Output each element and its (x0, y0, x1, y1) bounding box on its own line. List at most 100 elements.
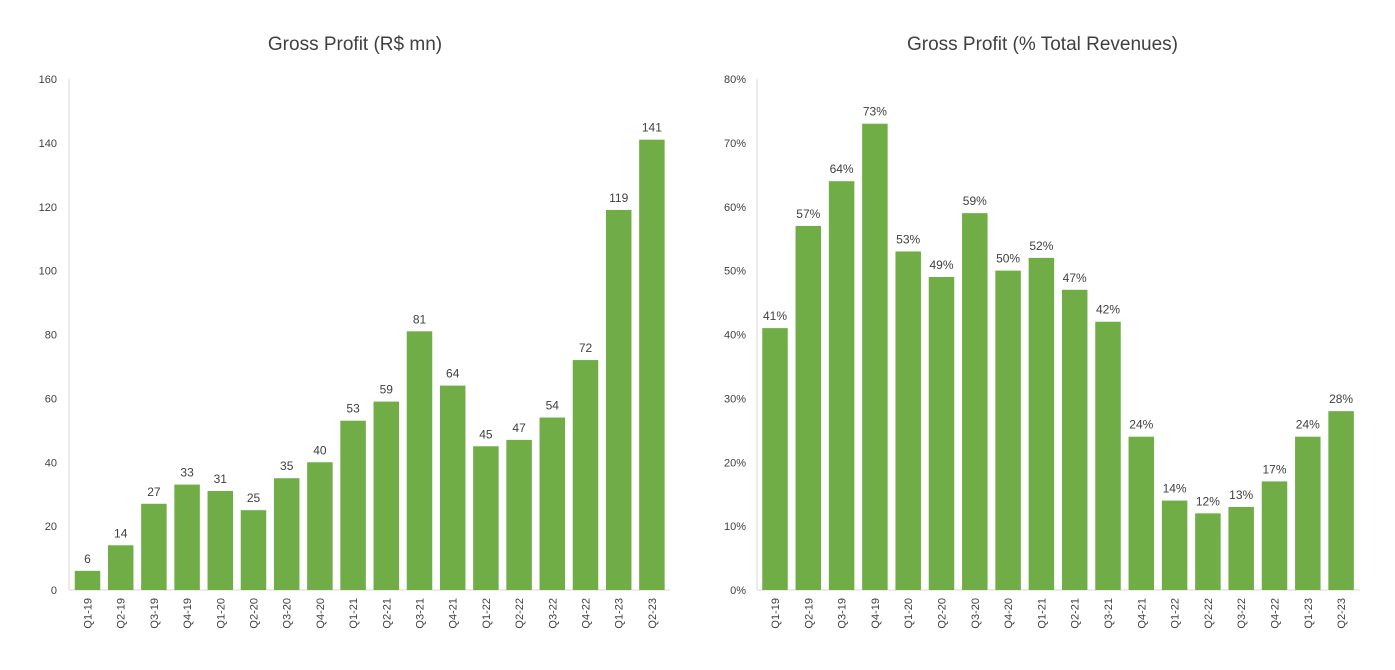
data-label: 53 (346, 402, 360, 416)
data-label: 81 (413, 312, 427, 326)
bar (1128, 436, 1155, 590)
data-label: 41% (763, 309, 787, 323)
x-tick-label: Q1-22 (1170, 598, 1182, 629)
y-tick-label: 10% (724, 521, 746, 533)
chart-title: Gross Profit (R$ mn) (267, 34, 443, 55)
gross-profit-chart: Gross Profit (R$ mn) 0 20 40 60 80 100 120 140 1… (39, 34, 671, 629)
x-tick-label: Q3-20 (970, 598, 982, 629)
data-label: 13% (1229, 488, 1253, 502)
data-label: 25 (247, 491, 261, 505)
x-tick-label: Q3-22 (1236, 598, 1248, 629)
y-tick-label: 80 (45, 330, 57, 342)
y-tick-label: 70% (724, 138, 746, 150)
x-tick-label: Q3-22 (547, 598, 559, 629)
gross-profit-pct-chart: Gross Profit (% Total Revenues) 0% 10% 20%… (700, 0, 1395, 670)
y-tick-label: 60% (724, 202, 746, 214)
data-label: 47% (1063, 271, 1087, 285)
data-label: 42% (1096, 303, 1120, 317)
x-tick-label: Q2-23 (647, 598, 659, 629)
bar (1061, 289, 1088, 590)
bar (1328, 411, 1354, 590)
x-tick-label: Q3-19 (149, 598, 161, 629)
bar (1195, 513, 1221, 590)
data-label: 52% (1029, 239, 1053, 253)
bar (895, 251, 921, 590)
data-label: 50% (996, 252, 1020, 266)
data-label: 40 (313, 443, 327, 457)
y-tick-label: 50% (724, 266, 746, 278)
data-label: 27 (147, 485, 161, 499)
bar (639, 139, 665, 590)
x-tick-label: Q1-23 (614, 598, 626, 629)
x-tick-label: Q4-21 (1136, 598, 1148, 629)
x-tick-label: Q1-19 (83, 598, 95, 629)
x-tick-label: Q1-21 (348, 598, 360, 629)
y-tick-label: 40% (724, 330, 746, 342)
bar (107, 545, 134, 590)
bar (406, 331, 433, 590)
x-tick-label: Q1-20 (903, 598, 915, 629)
data-label: 54 (546, 399, 560, 413)
x-tick-label: Q2-19 (803, 598, 815, 629)
x-tick-label: Q2-22 (1203, 598, 1215, 629)
bar (995, 270, 1021, 590)
x-tick-label: Q1-23 (1303, 598, 1315, 629)
bar (1095, 321, 1121, 590)
y-tick-label: 60 (45, 393, 57, 405)
x-tick-label: Q2-21 (381, 598, 393, 629)
data-label: 24% (1129, 418, 1153, 432)
y-tick-label: 0% (730, 585, 746, 597)
x-tick-label: Q1-19 (770, 598, 782, 629)
bar (439, 385, 466, 590)
bar (273, 478, 300, 590)
bar (307, 462, 333, 590)
x-tick-label: Q2-23 (1336, 598, 1348, 629)
data-label: 57% (796, 207, 820, 221)
bar (373, 401, 400, 590)
bar (1028, 257, 1055, 590)
x-tick-label: Q2-20 (937, 598, 949, 629)
data-label: 53% (896, 232, 920, 246)
bar (240, 510, 267, 590)
bar (762, 328, 788, 590)
data-label: 24% (1296, 418, 1320, 432)
x-tick-label: Q3-21 (1103, 598, 1115, 629)
bar (605, 209, 632, 590)
data-label: 73% (863, 105, 887, 119)
x-tick-label: Q1-21 (1036, 598, 1048, 629)
y-tick-label: 100 (39, 266, 57, 278)
bar (174, 484, 200, 590)
x-tick-label: Q4-22 (1270, 598, 1282, 629)
gross-profit-pct-plot: 0% 10% 20% 30% 40% 50% 60% 70% 80% 41% Q1-19 57% Q2-… (724, 74, 1360, 629)
data-label: 17% (1262, 462, 1286, 476)
bar (539, 417, 566, 590)
x-tick-label: Q4-19 (870, 598, 882, 629)
y-tick-label: 160 (39, 74, 57, 86)
y-tick-label: 20 (45, 521, 57, 533)
chart-title: Gross Profit (% Total Revenues) (906, 34, 1179, 55)
y-tick-label: 30% (724, 393, 746, 405)
y-tick-label: 40 (45, 457, 57, 469)
bar (862, 123, 888, 591)
bar (1228, 506, 1254, 590)
data-label: 47 (512, 421, 526, 435)
data-label: 28% (1329, 392, 1353, 406)
y-tick-label: 140 (39, 138, 57, 150)
data-label: 119 (609, 191, 628, 205)
data-label: 49% (929, 258, 953, 272)
bar (1161, 500, 1188, 590)
bar (506, 439, 532, 590)
bar (1261, 481, 1288, 590)
data-label: 59 (380, 383, 394, 397)
data-label: 14% (1163, 482, 1187, 496)
bar (1295, 436, 1321, 590)
x-tick-label: Q2-20 (249, 598, 261, 629)
bar (572, 360, 599, 590)
x-tick-label: Q4-22 (581, 598, 593, 629)
x-tick-label: Q2-22 (514, 598, 526, 629)
bar (828, 181, 855, 590)
y-tick-label: 20% (724, 457, 746, 469)
x-tick-label: Q4-20 (1003, 598, 1015, 629)
gross-profit-plot: 0 20 40 60 80 100 120 140 160 6 Q1-19 14 Q2-19 27 Q3-1… (39, 74, 671, 629)
data-label: 12% (1196, 494, 1220, 508)
